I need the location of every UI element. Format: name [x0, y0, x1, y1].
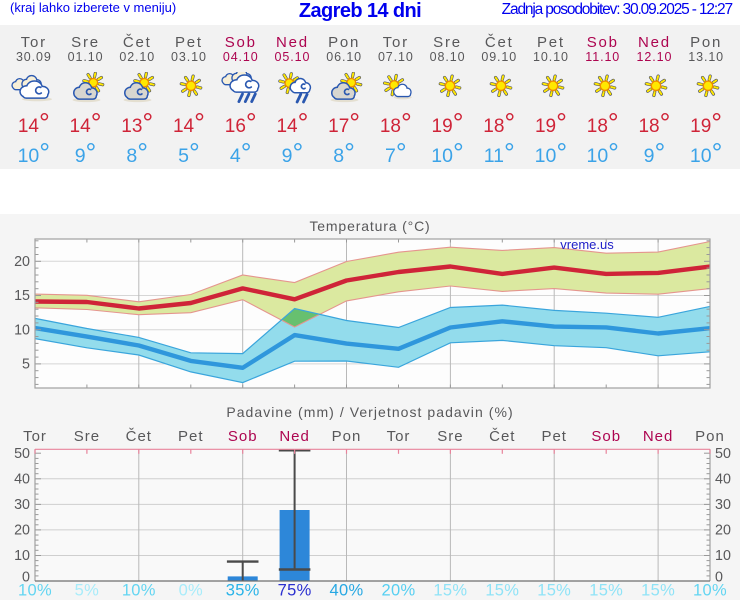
svg-text:15%: 15%	[589, 582, 623, 600]
svg-text:Sob: Sob	[591, 428, 621, 445]
svg-text:15: 15	[14, 288, 30, 304]
svg-text:10: 10	[14, 322, 30, 338]
svg-text:30: 30	[715, 497, 731, 513]
svg-text:10: 10	[14, 548, 30, 564]
svg-text:10%: 10%	[122, 582, 156, 600]
svg-text:75%: 75%	[278, 582, 312, 600]
svg-text:Pet: Pet	[178, 428, 204, 445]
svg-text:15%: 15%	[537, 582, 571, 600]
svg-text:20%: 20%	[382, 582, 416, 600]
svg-text:20: 20	[14, 254, 30, 270]
svg-text:40: 40	[715, 472, 731, 488]
svg-text:Pon: Pon	[332, 428, 362, 445]
svg-text:0: 0	[22, 570, 30, 586]
svg-text:10%: 10%	[18, 582, 52, 600]
svg-text:Čet: Čet	[489, 428, 515, 445]
svg-text:Sre: Sre	[437, 428, 463, 445]
svg-text:5%: 5%	[75, 582, 99, 600]
svg-text:Ned: Ned	[279, 428, 310, 445]
svg-text:50: 50	[14, 446, 30, 462]
svg-text:15%: 15%	[641, 582, 675, 600]
svg-text:30: 30	[14, 497, 30, 513]
svg-text:15%: 15%	[485, 582, 519, 600]
svg-text:50: 50	[715, 446, 731, 462]
svg-text:0: 0	[715, 570, 723, 586]
svg-text:Tor: Tor	[23, 428, 47, 445]
svg-text:Temperatura (°C): Temperatura (°C)	[309, 218, 430, 234]
svg-text:35%: 35%	[226, 582, 260, 600]
svg-text:Sob: Sob	[228, 428, 258, 445]
svg-text:Sre: Sre	[74, 428, 100, 445]
svg-text:vreme.us: vreme.us	[560, 237, 614, 252]
svg-text:20: 20	[14, 523, 30, 539]
svg-text:Pon: Pon	[695, 428, 725, 445]
svg-text:20: 20	[715, 523, 731, 539]
svg-text:Pet: Pet	[541, 428, 567, 445]
svg-text:15%: 15%	[433, 582, 467, 600]
svg-text:10%: 10%	[693, 582, 727, 600]
svg-text:40%: 40%	[330, 582, 364, 600]
svg-text:Čet: Čet	[126, 428, 152, 445]
svg-text:5: 5	[22, 357, 30, 373]
svg-text:40: 40	[14, 472, 30, 488]
svg-text:10: 10	[715, 548, 731, 564]
svg-text:Ned: Ned	[643, 428, 674, 445]
svg-text:Padavine (mm) / Verjetnost pad: Padavine (mm) / Verjetnost padavin (%)	[226, 404, 513, 420]
svg-text:Tor: Tor	[387, 428, 411, 445]
svg-text:0%: 0%	[179, 582, 203, 600]
